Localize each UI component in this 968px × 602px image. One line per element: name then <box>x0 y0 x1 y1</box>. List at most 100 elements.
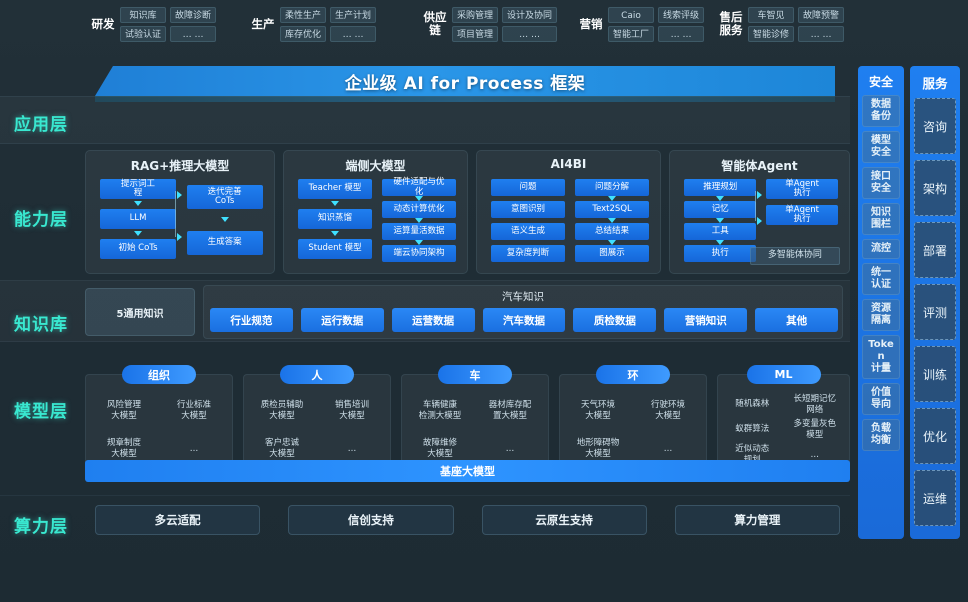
security-rail-item[interactable]: 负载 均衡 <box>862 419 900 451</box>
service-rail-item[interactable]: 运维 <box>914 470 956 526</box>
service-rail-item[interactable]: 咨询 <box>914 98 956 154</box>
application-cell[interactable]: 采购管理 <box>452 6 499 23</box>
capability-node[interactable]: 提示词工 程 <box>100 179 176 199</box>
knowledge-item[interactable]: 其他 <box>755 308 839 332</box>
knowledge-item[interactable]: 质检数据 <box>573 308 657 332</box>
model-item[interactable]: 质检员辅助 大模型 <box>260 400 304 421</box>
capability-node[interactable]: 初始 CoTs <box>100 239 176 259</box>
security-rail-item[interactable]: 价值 导向 <box>862 383 900 415</box>
model-item[interactable]: 多变量灰色 模型 <box>793 418 836 440</box>
knowledge-item[interactable]: 营销知识 <box>664 308 748 332</box>
capability-node[interactable]: 硬件适配与优 化 <box>382 177 457 196</box>
application-cell[interactable]: 故障预警 <box>798 6 845 23</box>
capability-node[interactable]: 生成答案 <box>186 231 263 255</box>
model-item[interactable]: 随机森林 <box>735 399 770 410</box>
model-item[interactable]: 销售培训 大模型 <box>334 400 369 421</box>
model-item[interactable]: 行驶环境 大模型 <box>650 400 685 421</box>
capability-node[interactable]: 语义生成 <box>491 223 565 240</box>
application-cell[interactable]: … … <box>502 25 558 42</box>
capability-node[interactable]: 端云协同架构 <box>382 245 457 262</box>
security-rail-item[interactable]: 接口 安全 <box>862 167 900 199</box>
model-item[interactable]: 地形障碍物 大模型 <box>576 438 620 459</box>
capability-node[interactable]: 推理规划 <box>684 179 757 196</box>
capability-node[interactable]: 图展示 <box>575 245 650 262</box>
capability-node[interactable]: 问题 <box>491 179 565 196</box>
application-group[interactable]: 生产 柔性生产 库存优化 生产计划 … … <box>250 5 377 43</box>
capability-node[interactable]: Teacher 模型 <box>298 179 372 199</box>
model-item[interactable]: 车辆健康 检测大模型 <box>418 400 462 421</box>
capability-card[interactable]: 端侧大模型 Teacher 模型 知识蒸馏 Student 模型 硬件适配与优 化动态计… <box>283 150 468 274</box>
application-group[interactable]: 售后 服务 车智见 智能诊修 故障预警 … … <box>718 5 845 43</box>
security-rail-item[interactable]: 资源 隔离 <box>862 299 900 331</box>
application-cell[interactable]: Caio <box>608 6 655 23</box>
capability-node[interactable]: Text2SQL <box>575 201 650 218</box>
model-item[interactable]: … <box>189 443 199 454</box>
model-item[interactable]: 风险管理 大模型 <box>106 400 141 421</box>
capability-node[interactable]: 问题分解 <box>575 179 650 196</box>
capability-node[interactable]: 记忆 <box>684 201 757 218</box>
application-cell[interactable]: … … <box>330 25 377 42</box>
application-group[interactable]: 营销 Caio 智能工厂 线索评级 … … <box>578 5 705 43</box>
service-rail-item[interactable]: 架构 <box>914 160 956 216</box>
service-rail-item[interactable]: 训练 <box>914 346 956 402</box>
application-group[interactable]: 供应 链采购管理 项目管理 设计及协同 … … <box>422 5 558 43</box>
capability-node[interactable]: LLM <box>100 209 176 229</box>
model-card[interactable]: 环天气环境 大模型 行驶环境 大模型 地形障碍物 大模型… <box>559 365 707 470</box>
application-cell[interactable]: 智能工厂 <box>608 25 655 42</box>
model-item[interactable]: 天气环境 大模型 <box>580 400 615 421</box>
capability-node[interactable]: 单Agent 执行 <box>765 205 839 225</box>
capability-card[interactable]: AI4BI 问题 意图识别 语义生成 复杂度判断 问题分解 Text2SQL 总结结果 图展示 <box>476 150 661 274</box>
capability-node[interactable]: 工具 <box>684 223 757 240</box>
capability-node[interactable]: 迭代完善 CoTs <box>186 185 263 209</box>
application-cell[interactable]: … … <box>170 25 217 42</box>
service-rail-item[interactable]: 优化 <box>914 408 956 464</box>
knowledge-item[interactable]: 行业规范 <box>210 308 293 332</box>
security-rail-item[interactable]: 统一 认证 <box>862 263 900 295</box>
capability-node[interactable]: 执行 <box>684 245 757 262</box>
model-item[interactable]: 故障维修 大模型 <box>422 438 457 459</box>
model-item[interactable]: 器材库存配 置大模型 <box>488 400 532 421</box>
security-rail-item[interactable]: 模型 安全 <box>862 131 900 163</box>
model-item[interactable]: … <box>810 449 820 460</box>
security-rail-item[interactable]: Toke n 计量 <box>862 335 900 379</box>
knowledge-item[interactable]: 运行数据 <box>300 308 384 332</box>
capability-node[interactable]: 单Agent 执行 <box>765 179 839 199</box>
service-rail-item[interactable]: 部署 <box>914 222 956 278</box>
capability-card[interactable]: 智能体Agent 推理规划 记忆 工具 执行 单Agent 执行 单Agent 执行 多智能体… <box>669 150 850 274</box>
service-rail-item[interactable]: 评测 <box>914 284 956 340</box>
security-rail-item[interactable]: 知识 围栏 <box>862 203 900 235</box>
application-cell[interactable]: 线索评级 <box>658 6 705 23</box>
application-cell[interactable]: 柔性生产 <box>280 6 327 23</box>
application-cell[interactable]: 智能诊修 <box>748 25 795 42</box>
application-group[interactable]: 研发 知识库 试验认证 故障诊断 … … <box>90 5 217 43</box>
capability-node[interactable]: 动态计算优化 <box>382 201 457 218</box>
application-cell[interactable]: 故障诊断 <box>170 6 217 23</box>
security-rail-item[interactable]: 流控 <box>862 239 900 259</box>
capability-node[interactable]: 知识蒸馏 <box>298 209 372 229</box>
model-card[interactable]: 人质检员辅助 大模型 销售培训 大模型 客户忠诚 大模型… <box>243 365 391 470</box>
knowledge-item[interactable]: 运营数据 <box>391 308 475 332</box>
capability-node[interactable]: 复杂度判断 <box>491 245 565 262</box>
model-item[interactable]: … <box>505 443 515 454</box>
application-cell[interactable]: 设计及协同 <box>502 6 558 23</box>
knowledge-item[interactable]: 汽车数据 <box>482 308 566 332</box>
application-cell[interactable]: 项目管理 <box>452 25 499 42</box>
capability-card[interactable]: RAG+推理大模型 提示词工 程 LLM 初始 CoTs 迭代完善 CoTs 生成答案 <box>85 150 275 274</box>
application-cell[interactable]: 库存优化 <box>280 25 327 42</box>
compute-item[interactable]: 云原生支持 <box>481 505 647 535</box>
model-item[interactable]: … <box>347 443 357 454</box>
model-item[interactable]: 规章制度 大模型 <box>106 438 141 459</box>
compute-item[interactable]: 算力管理 <box>674 505 840 535</box>
capability-node[interactable]: 意图识别 <box>491 201 565 218</box>
compute-item[interactable]: 信创支持 <box>288 505 454 535</box>
application-cell[interactable]: … … <box>798 25 845 42</box>
capability-node[interactable]: 运算量活数据 <box>382 223 457 240</box>
model-item[interactable]: … <box>663 443 673 454</box>
model-item[interactable]: 客户忠诚 大模型 <box>264 438 299 459</box>
application-cell[interactable]: 试验认证 <box>120 25 167 42</box>
model-card[interactable]: 车车辆健康 检测大模型 器材库存配 置大模型 故障维修 大模型… <box>401 365 549 470</box>
application-cell[interactable]: 生产计划 <box>330 6 377 23</box>
security-rail-item[interactable]: 数据 备份 <box>862 95 900 127</box>
model-item[interactable]: 蚁群算法 <box>735 424 770 435</box>
